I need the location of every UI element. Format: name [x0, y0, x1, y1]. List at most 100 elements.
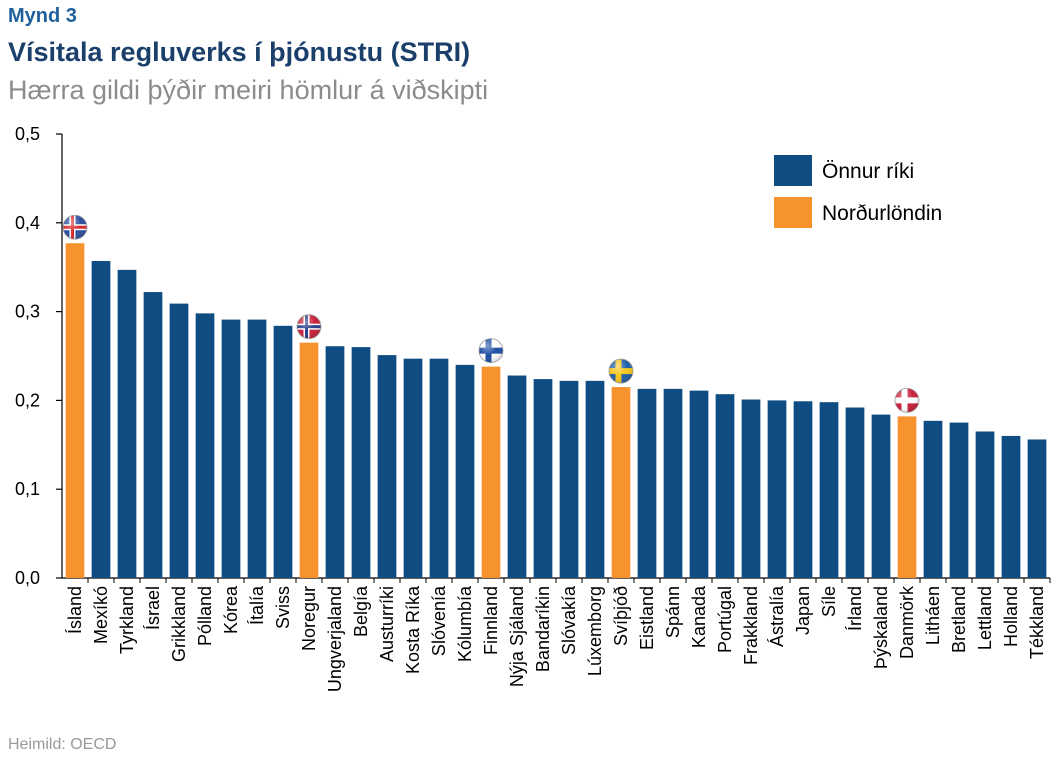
source-note: Heimild: OECD — [8, 736, 117, 753]
category-label: Svíþjóð — [611, 586, 631, 646]
y-tick-label: 0,4 — [15, 213, 40, 233]
category-label: Írland — [845, 586, 865, 631]
category-label: Pólland — [195, 586, 215, 646]
category-label: Kólumbía — [455, 585, 475, 662]
denmark-flag-icon — [894, 387, 920, 413]
category-label: Tyrkland — [117, 586, 137, 654]
bar — [559, 380, 579, 578]
bar — [767, 400, 787, 578]
category-label: Þýskaland — [871, 586, 891, 669]
bar — [195, 313, 215, 578]
bar — [819, 402, 839, 578]
category-label: Danmörk — [897, 585, 917, 659]
norway-flag-icon — [296, 314, 322, 340]
bar — [793, 401, 813, 578]
category-label: Ástralía — [767, 585, 787, 647]
bar — [637, 388, 657, 578]
bar — [377, 355, 397, 578]
legend-swatch — [774, 197, 812, 228]
bar — [325, 346, 345, 578]
bar — [455, 364, 475, 578]
chart-title: Vísitala regluverks í þjónustu (STRI) — [8, 37, 471, 67]
bar — [117, 269, 137, 578]
y-tick-label: 0,5 — [15, 124, 40, 144]
bar — [1001, 435, 1021, 578]
bar — [845, 407, 865, 578]
category-label: Ísrael — [143, 586, 163, 630]
category-label: Lettland — [975, 586, 995, 650]
bar — [715, 394, 735, 578]
category-label: Nýja Sjáland — [507, 586, 527, 687]
bar — [663, 388, 683, 578]
category-label: Grikkland — [169, 586, 189, 662]
bar — [273, 325, 293, 578]
category-label: Litháen — [923, 586, 943, 645]
category-label: Slóvenía — [429, 585, 449, 656]
category-labels: Ísland Mexíkó Tyrkland Ísrael Grikkland Pólla… — [65, 585, 1047, 692]
flags-layer — [62, 214, 920, 413]
chart-subtitle: Hærra gildi þýðir meiri hömlur á viðskip… — [8, 75, 489, 105]
bar — [403, 358, 423, 578]
bar — [299, 342, 319, 578]
legend-swatch — [774, 155, 812, 186]
legend-label: Norðurlöndin — [822, 202, 942, 225]
category-label: Ungverjaland — [325, 586, 345, 692]
category-label: Mexíkó — [91, 586, 111, 644]
category-label: Eistland — [637, 586, 657, 650]
category-label: Austurríki — [377, 586, 397, 662]
bar — [611, 387, 631, 578]
category-label: Belgía — [351, 585, 371, 637]
y-tick-label: 0,3 — [15, 302, 40, 322]
figure-label: Mynd 3 — [8, 5, 77, 27]
bar — [741, 399, 761, 578]
bar — [143, 292, 163, 578]
category-label: Ísland — [65, 586, 85, 634]
category-label: Finnland — [481, 586, 501, 655]
bar — [897, 416, 917, 578]
category-label: Ítalía — [247, 585, 267, 625]
bar — [65, 243, 85, 578]
bar — [1027, 439, 1047, 578]
category-label: Bretland — [949, 586, 969, 653]
legend: Önnur ríki Norðurlöndin — [774, 155, 942, 228]
bar — [585, 380, 605, 578]
bar — [975, 431, 995, 578]
category-label: Noregur — [299, 586, 319, 651]
bar — [247, 319, 267, 578]
bar — [871, 414, 891, 578]
category-label: Spánn — [663, 586, 683, 638]
y-tick-label: 0,2 — [15, 390, 40, 410]
bar — [689, 390, 709, 578]
category-label: Portúgal — [715, 586, 735, 653]
bar — [923, 420, 943, 578]
category-label: Bandaríkin — [533, 586, 553, 672]
bar — [169, 303, 189, 578]
category-label: Tékkland — [1027, 586, 1047, 659]
category-label: Kosta Ríka — [403, 585, 423, 674]
category-label: Kanada — [689, 585, 709, 648]
category-label: Frakkland — [741, 586, 761, 665]
category-label: Kórea — [221, 585, 241, 634]
y-tick-label: 0,1 — [15, 479, 40, 499]
category-label: Slóvakía — [559, 585, 579, 655]
iceland-flag-icon — [62, 214, 88, 240]
bar — [533, 379, 553, 578]
category-label: Síle — [819, 586, 839, 617]
bar — [949, 422, 969, 578]
bar — [221, 319, 241, 578]
bar — [351, 347, 371, 578]
category-label: Japan — [793, 586, 813, 635]
bar — [507, 375, 527, 578]
sweden-flag-icon — [608, 358, 634, 384]
y-tick-label: 0,0 — [15, 568, 40, 588]
bar — [481, 366, 501, 578]
legend-label: Önnur ríki — [822, 160, 914, 183]
bar — [429, 358, 449, 578]
category-label: Lúxemborg — [585, 586, 605, 676]
bars-layer — [65, 243, 1047, 578]
category-label: Holland — [1001, 586, 1021, 647]
bar — [91, 260, 111, 578]
category-label: Sviss — [273, 586, 293, 629]
finland-flag-icon — [478, 338, 504, 364]
bar-chart: 0,00,10,20,30,40,5 Ísland Mexíkó Tyrkland Í… — [15, 124, 1051, 692]
